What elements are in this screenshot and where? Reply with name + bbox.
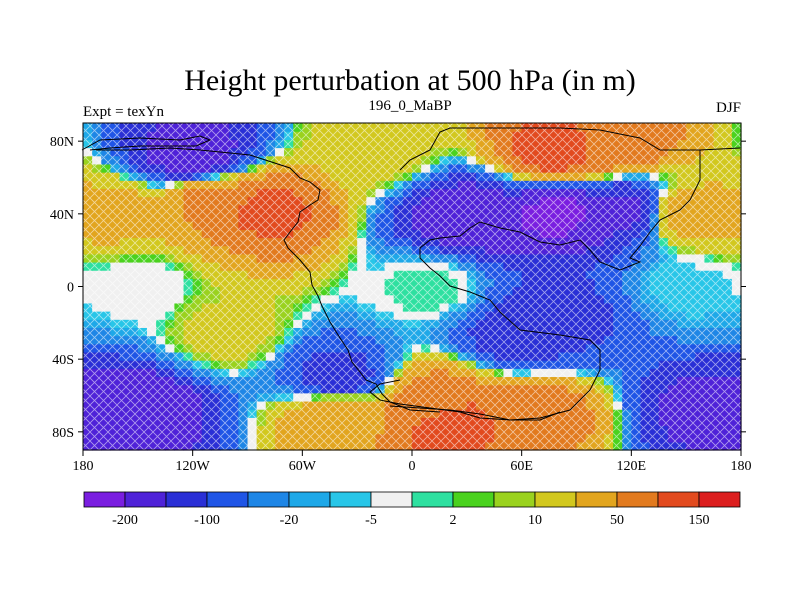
coastline-greenland — [81, 135, 212, 151]
colorbar-swatch — [534, 491, 577, 508]
x-tick-label: 120W — [176, 459, 211, 474]
left-label: Expt = texYn — [83, 104, 164, 120]
colorbar-swatch — [370, 491, 413, 508]
colorbar-swatch — [206, 491, 249, 508]
y-tick-label: 40N — [50, 208, 74, 223]
hatch-fill — [83, 123, 741, 450]
x-axis: 180 120W 60W 0 60E 120E 180 — [73, 450, 752, 474]
y-tick-label: 0 — [67, 281, 74, 296]
colorbar-label: 2 — [450, 513, 457, 528]
colorbar-swatch — [124, 491, 167, 508]
colorbar-swatch — [616, 491, 659, 508]
colorbar-swatch — [493, 491, 536, 508]
colorbar-label: -5 — [365, 513, 377, 528]
colorbar-swatch — [165, 491, 208, 508]
coastline-north-america — [96, 147, 367, 381]
y-tick-label: 80S — [52, 426, 74, 441]
coastline-antarctic-ring — [389, 405, 561, 421]
x-tick-label: 120E — [617, 459, 647, 474]
colorbar-swatch — [698, 491, 741, 508]
center-label: 196_0_MaBP — [368, 98, 451, 114]
colorbar-label: 50 — [610, 513, 624, 528]
colorbar-swatch — [575, 491, 618, 508]
colorbar-swatch — [329, 491, 372, 508]
colorbar-label: -200 — [112, 513, 138, 528]
chart-title: Height perturbation at 500 hPa (in m) — [184, 64, 636, 97]
colorbar-swatch — [452, 491, 495, 508]
colorbar-swatch — [83, 491, 126, 508]
colorbar-label: -100 — [194, 513, 220, 528]
x-tick-label: 0 — [409, 459, 416, 474]
colorbar-swatch — [411, 491, 454, 508]
x-tick-label: 60E — [510, 459, 533, 474]
x-tick-label: 60W — [289, 459, 317, 474]
y-tick-label: 80N — [50, 135, 74, 150]
x-tick-label: 180 — [731, 459, 752, 474]
y-axis: 80N 40N 0 40S 80S — [50, 135, 746, 441]
right-label: DJF — [716, 100, 741, 116]
colorbar-label: -20 — [280, 513, 299, 528]
coastline-south-america — [365, 379, 441, 413]
colorbar-label: 10 — [528, 513, 542, 528]
colorbar-label: 150 — [689, 513, 710, 528]
coastline-eurasia — [369, 127, 741, 421]
colorbar: -200 -100 -20 -5 2 10 50 150 — [83, 491, 741, 528]
crosshatch-overlay — [83, 123, 741, 450]
x-tick-label: 180 — [73, 459, 94, 474]
colorbar-swatch — [247, 491, 290, 508]
coastline-outlines — [81, 127, 741, 421]
colorbar-swatch — [657, 491, 700, 508]
colorbar-swatch — [288, 491, 331, 508]
y-tick-label: 40S — [52, 353, 74, 368]
